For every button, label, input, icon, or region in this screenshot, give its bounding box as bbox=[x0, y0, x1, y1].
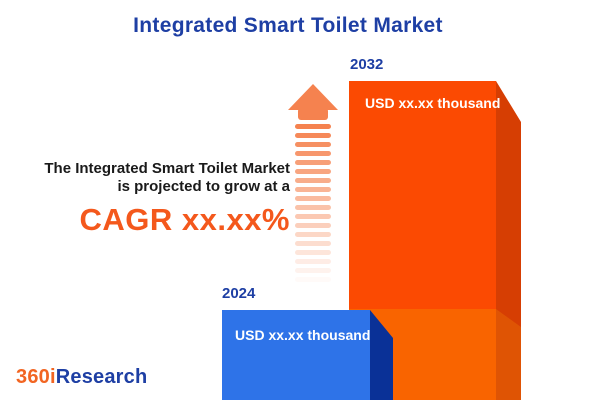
arrow-dash bbox=[295, 259, 331, 264]
annotation-block: The Integrated Smart Toilet Market is pr… bbox=[0, 160, 290, 237]
bar-2032-year-label: 2032 bbox=[350, 56, 384, 73]
arrow-dash bbox=[295, 187, 331, 192]
arrow-dash bbox=[295, 268, 331, 273]
bar-2024-front-face bbox=[222, 310, 370, 400]
bar-2024-year-label: 2024 bbox=[222, 285, 256, 302]
arrow-dash bbox=[295, 241, 331, 246]
arrow-dash bbox=[295, 169, 331, 174]
bar-2032-side-face bbox=[496, 81, 521, 400]
arrow-dash bbox=[295, 124, 331, 129]
logo-part-360i: 360i bbox=[16, 366, 56, 388]
annotation-line1: The Integrated Smart Toilet Market bbox=[44, 160, 290, 177]
growth-arrow-icon bbox=[287, 84, 339, 286]
arrow-dash bbox=[295, 142, 331, 147]
arrow-dash bbox=[295, 160, 331, 165]
arrow-dash bbox=[295, 223, 331, 228]
bar-2032-side-face-lower bbox=[496, 309, 521, 400]
arrow-dash bbox=[295, 151, 331, 156]
bar-2032-value-label: USD xx.xx thousand bbox=[365, 95, 501, 111]
arrow-dash bbox=[295, 205, 331, 210]
logo: 360iResearch bbox=[16, 366, 147, 389]
annotation-line2: is projected to grow at a bbox=[117, 178, 290, 195]
cagr-text: CAGR xx.xx% bbox=[79, 202, 290, 237]
arrow-dash bbox=[295, 196, 331, 201]
page-title: Integrated Smart Toilet Market bbox=[133, 14, 443, 37]
arrow-dash bbox=[295, 232, 331, 237]
arrow-head-icon bbox=[288, 84, 338, 110]
arrow-dash bbox=[295, 178, 331, 183]
arrow-dash bbox=[295, 250, 331, 255]
logo-part-research: Research bbox=[55, 366, 148, 388]
bar-2024: USD xx.xx thousand bbox=[222, 310, 393, 400]
arrow-neck bbox=[298, 108, 328, 120]
bar-2024-side-face bbox=[370, 310, 393, 400]
arrow-dash bbox=[295, 277, 331, 282]
arrow-dash bbox=[295, 214, 331, 219]
arrow-dash bbox=[295, 133, 331, 138]
arrow-dashes bbox=[287, 124, 339, 282]
bar-2024-value-label: USD xx.xx thousand bbox=[235, 327, 371, 343]
